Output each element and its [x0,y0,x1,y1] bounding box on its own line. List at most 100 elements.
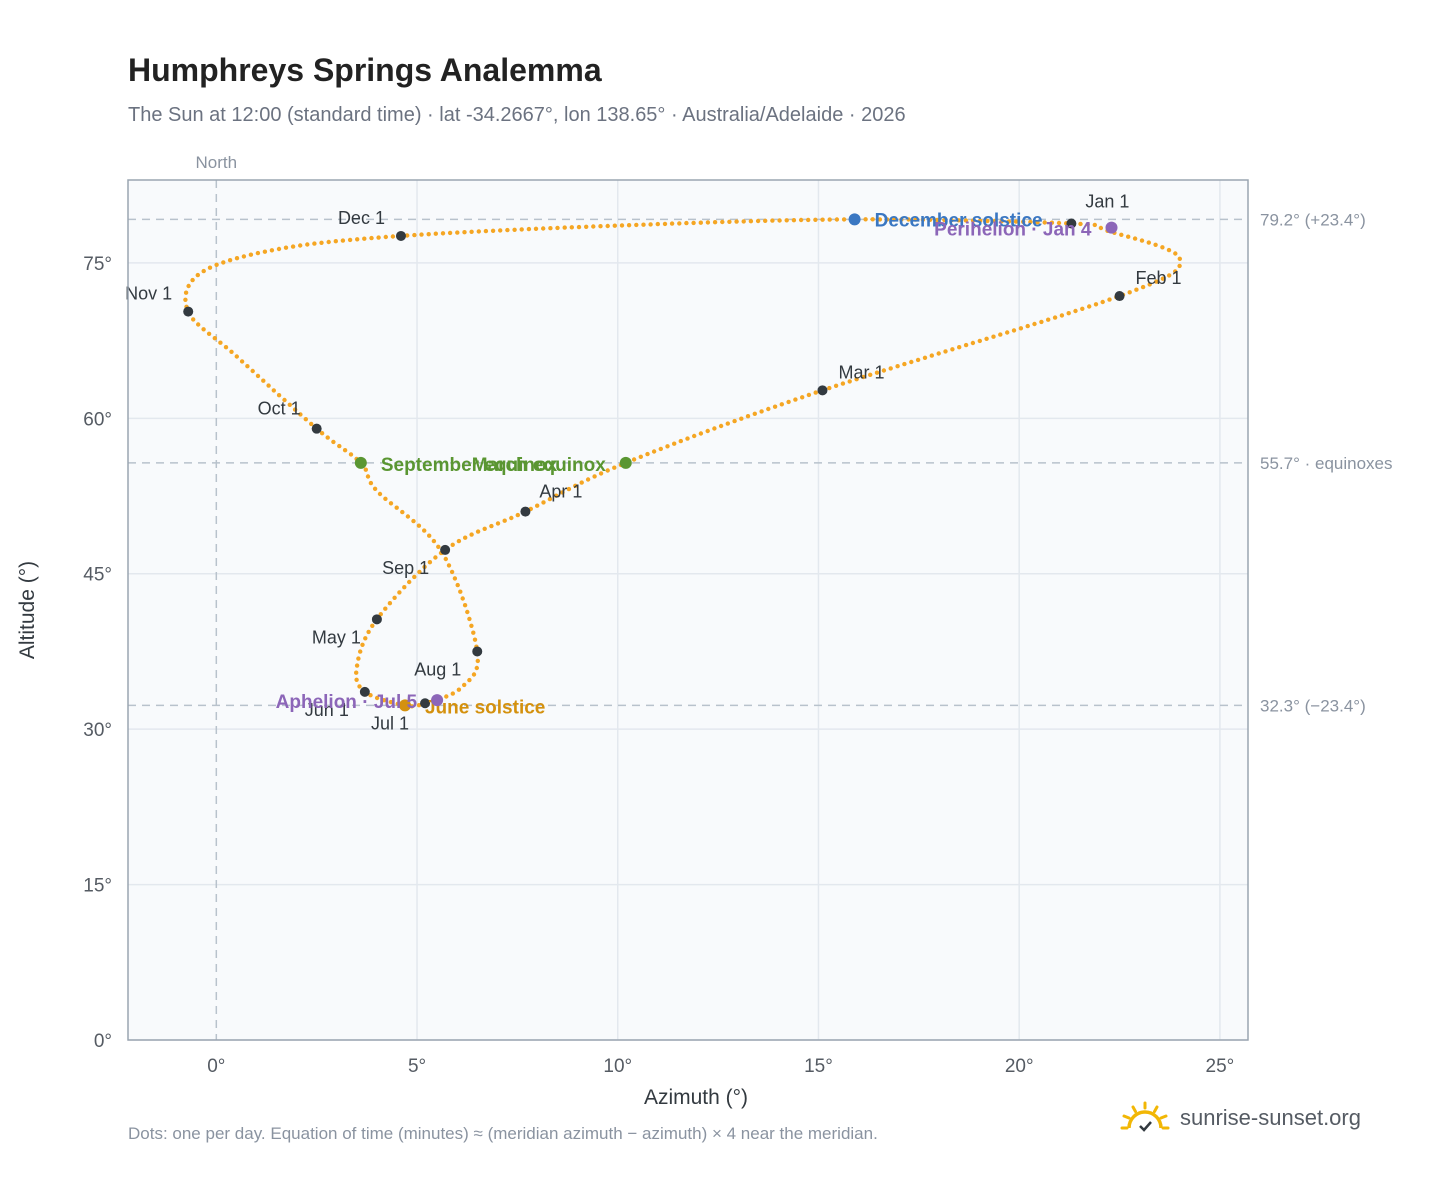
month-marker [359,686,370,697]
brand[interactable]: sunrise-sunset.org [1120,1100,1361,1136]
month-marker [817,385,828,396]
daily-dot [820,217,825,222]
daily-dot [906,217,911,222]
month-label: Nov 1 [125,284,172,304]
daily-dot [455,230,460,235]
daily-dot [1173,251,1178,256]
daily-dot [422,528,427,533]
daily-dot [475,529,481,534]
daily-dot [861,374,866,380]
daily-dot [489,523,494,529]
daily-dot [598,224,603,229]
daily-dot [920,217,926,222]
daily-dot [840,381,846,386]
daily-dot [895,364,900,369]
daily-dot [498,228,503,233]
daily-dot [535,503,540,508]
daily-dot [813,217,818,222]
daily-dot [692,433,697,439]
daily-dot [436,544,441,549]
daily-dot [431,538,437,544]
daily-dot [331,439,336,445]
daily-dot [998,332,1003,337]
daily-dot [584,224,589,229]
daily-dot [1092,222,1098,228]
reference-lines: North 79.2° (+23.4°) 55.7° · equinoxes 32.3… [128,153,1393,1040]
daily-dot [915,357,921,363]
event-label: Aphelion · Jul 5 [276,692,418,713]
daily-dot [469,623,474,628]
daily-dot [370,623,375,628]
brand-text: sunrise-sunset.org [1180,1105,1361,1130]
daily-dot [626,223,632,228]
daily-dot [562,225,567,230]
daily-dot [390,234,396,239]
daily-dot [605,468,610,473]
daily-dot [1032,321,1037,327]
daily-dot [227,258,233,263]
month-label: Apr 1 [539,482,582,502]
daily-dot [196,322,201,327]
daily-dot [266,383,271,388]
daily-dot [892,217,897,222]
daily-dot [991,334,996,339]
daily-dot [347,237,353,243]
daily-dot [366,629,371,635]
daily-dot [319,240,324,245]
daily-dot [360,642,365,647]
month-marker [311,423,322,434]
daily-dot [665,444,670,449]
daily-dot [1127,290,1132,295]
north-label: North [196,153,238,172]
chart-subtitle: The Sun at 12:00 (standard time) · lat -… [128,104,906,126]
month-marker [1066,218,1077,229]
daily-dot [229,349,234,354]
daily-dot [212,336,217,341]
daily-dot [922,355,928,360]
daily-dot [383,606,388,611]
daily-dot [963,218,969,223]
daily-dot [337,443,342,449]
x-tick-label: 10° [603,1056,632,1077]
daily-dot [748,219,754,224]
daily-dot [591,224,596,229]
daily-dot [495,521,501,526]
daily-dot [456,538,462,544]
daily-dot [800,395,805,400]
daily-dot [357,684,362,689]
daily-dot [585,477,591,482]
month-marker [520,506,531,517]
daily-dot [455,582,460,588]
daily-dot [471,672,477,677]
daily-dot [1078,221,1083,227]
daily-dot [1035,220,1040,225]
daily-dot [218,340,223,345]
daily-dot [356,656,361,661]
daily-dot [658,446,663,452]
daily-dot [950,347,955,352]
daily-dot [1052,315,1058,320]
daily-dot [223,345,229,350]
daily-dot [261,378,266,383]
event-marker [354,456,367,469]
daily-dot [554,493,559,498]
daily-dot [1039,319,1044,325]
daily-dot [1147,282,1152,287]
daily-dot [326,239,331,245]
daily-dot [992,218,997,224]
daily-dot [440,231,446,236]
daily-dot [834,217,840,222]
footnote: Dots: one per day. Equation of time (min… [128,1124,878,1143]
plot-frame [127,179,1249,1041]
daily-dot [368,693,373,698]
daily-dot [1018,326,1024,331]
daily-dot [541,500,546,505]
daily-dot [354,677,359,682]
daily-dot [1139,238,1145,243]
daily-dot [1167,273,1172,278]
daily-dot [1153,242,1158,247]
daily-dot [1166,247,1172,253]
y-tick-label: 30° [83,720,112,741]
daily-dot [881,368,887,373]
daily-dot [1066,311,1071,316]
